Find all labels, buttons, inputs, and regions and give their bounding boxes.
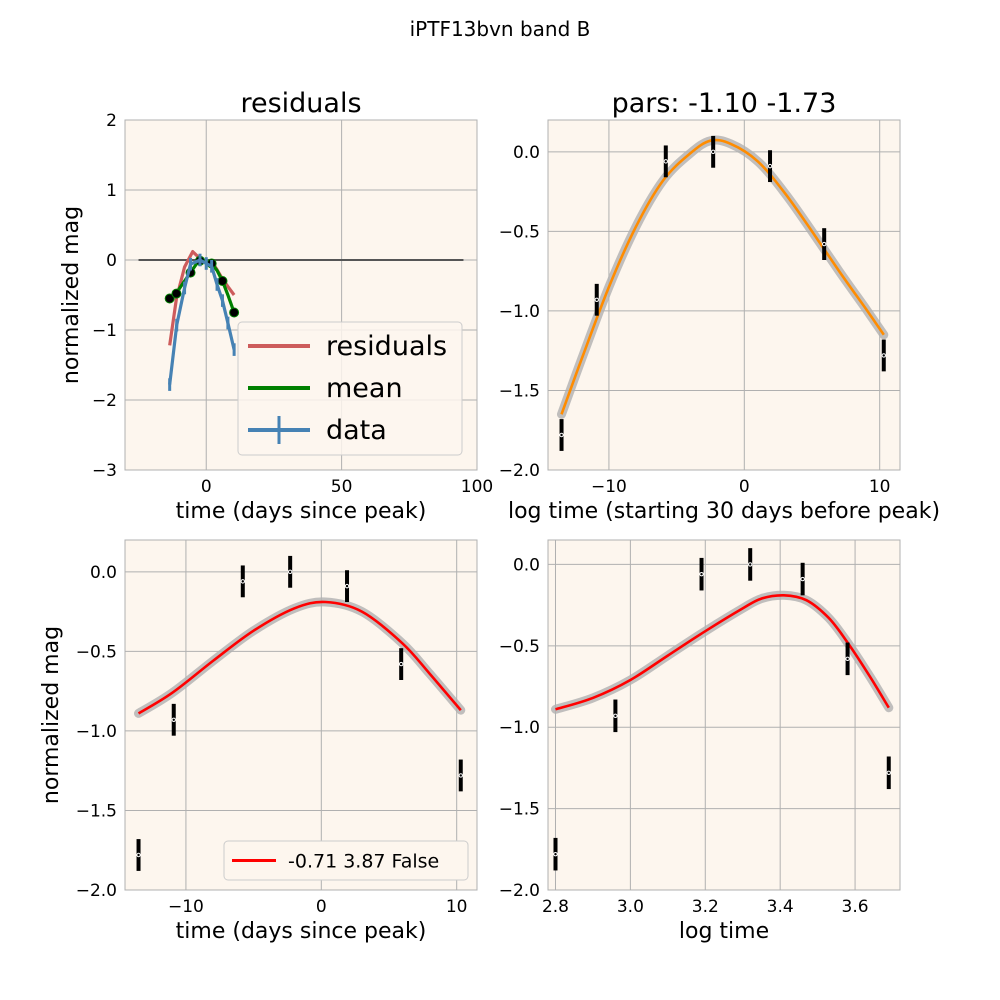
x-tick-label: 3.0 [617,897,644,917]
series-line [560,138,885,415]
data-point-center [846,657,849,661]
plot-area [548,540,900,890]
y-tick-label: 0.0 [513,555,540,575]
panel-2: −10 0 10 −2.0 −1.5 −1.0 −0.5 0.0 pars: -1.10 -1.… [499,88,940,524]
panel-1: 0 50 100 −3 −2 −1 0 1 2 residuals time (days since… [59,88,493,524]
x-tick-label: 0 [201,477,212,497]
panel-title: residuals [240,88,361,119]
legend-box [223,840,469,881]
data-point-center [887,771,890,774]
y-tick-label: −2.0 [499,881,540,901]
data-layer [134,555,466,871]
axes-frame [124,539,478,891]
y-tick-label: −1.0 [76,722,117,742]
x-tick-label: −10 [168,897,204,917]
y-axis-label: normalized mag [59,206,84,384]
data-point-center [801,577,804,581]
x-tick-label: 10 [446,897,468,917]
panel-3: −10 0 10 −2.0 −1.5 −1.0 −0.5 0.0 time (days sinc… [39,539,478,944]
data-point-center [288,570,292,574]
y-tick-label: −1.0 [499,718,540,738]
y-tick-label: −1.5 [499,381,540,401]
data-layer [138,250,464,391]
axes-frame [124,119,478,471]
y-tick-label: −0.5 [499,222,540,242]
x-axis-label: log time (starting 30 days before peak) [508,499,940,524]
series-line [137,600,462,715]
legend-box [237,321,463,456]
data-layer [557,135,889,451]
legend-label: mean [326,373,403,404]
legend-label: -0.71 3.87 False [288,851,439,873]
y-tick-label: 0 [106,251,117,271]
data-point-center [614,714,617,718]
data-point-center [664,160,667,163]
data-point [164,293,175,304]
data-point-center [345,584,349,588]
legend: -0.71 3.87 False [223,840,469,881]
data-point-center [137,853,140,857]
x-tick-label: −10 [591,477,627,497]
y-axis-label: normalized mag [39,626,64,804]
plot-area [125,540,477,890]
data-layer [551,548,894,871]
data-point-center [560,433,563,437]
x-tick-label: 50 [331,477,353,497]
y-tick-label: 0.0 [513,143,540,163]
y-tick-label: −1.0 [499,302,540,322]
y-tick-label: 0.0 [90,563,117,583]
data-point-center [595,298,598,301]
y-tick-label: 1 [106,181,117,201]
x-tick-label: 0 [739,477,750,497]
x-tick-label: 0 [316,897,327,917]
x-tick-label: 3.6 [842,897,869,917]
figure-title: iPTF13bvn band B [410,17,591,41]
data-point [217,276,228,286]
x-axis-label: log time [679,919,769,944]
data-point-center [700,572,703,576]
data-point-center [822,242,826,246]
data-point-center [882,354,885,357]
data-point-center [749,563,752,566]
y-tick-label: −1 [92,321,117,341]
legend: residuals mean data [237,321,463,456]
x-axis-label: time (days since peak) [176,499,427,524]
y-tick-label: −2.0 [76,881,117,901]
data-point-center [241,580,244,583]
legend-label: residuals [326,331,447,362]
panel-4: 2.8 3.0 3.2 3.4 3.6 −2.0 −1.5 −1.0 −0.5 0.0 log ti… [499,539,901,944]
x-tick-label: 100 [461,477,493,497]
y-tick-label: −0.5 [76,642,117,662]
x-axis-label: time (days since peak) [176,919,427,944]
axes-frame [547,119,901,471]
y-tick-label: −2 [92,391,117,411]
data-point-center [172,718,175,721]
x-tick-label: 10 [869,477,891,497]
y-tick-label: 2 [106,111,117,131]
plot-area [548,120,900,470]
data-point-center [768,164,772,168]
y-tick-label: −0.5 [499,637,540,657]
data-point [171,288,182,299]
legend-label: data [326,415,387,446]
y-tick-label: −3 [92,461,117,481]
y-tick-label: −1.5 [76,801,117,821]
axes-frame [547,539,901,891]
data-point-center [459,774,462,777]
x-tick-label: 2.8 [542,897,569,917]
panel-title: pars: -1.10 -1.73 [612,88,837,119]
x-tick-label: 3.4 [767,897,794,917]
data-point-center [554,852,557,856]
x-tick-label: 3.2 [692,897,719,917]
y-tick-label: −1.5 [499,800,540,820]
y-tick-label: −2.0 [499,461,540,481]
data-point [229,307,240,318]
data-point-center [399,662,403,666]
data-point-center [711,150,715,154]
